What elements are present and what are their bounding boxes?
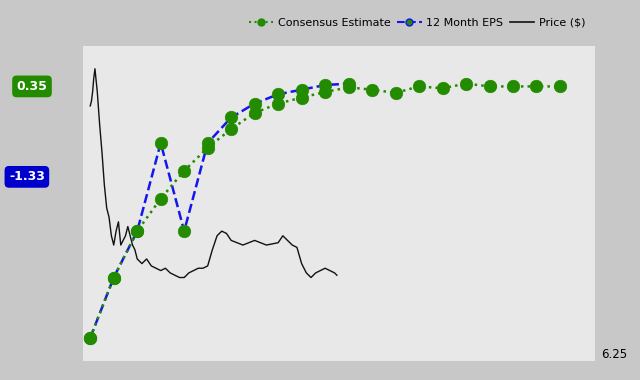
Legend: Consensus Estimate, 12 Month EPS, Price ($): Consensus Estimate, 12 Month EPS, Price … xyxy=(244,13,589,32)
Text: 6.25: 6.25 xyxy=(602,348,627,361)
Text: -1.33: -1.33 xyxy=(9,170,45,184)
Text: 0.35: 0.35 xyxy=(17,80,47,93)
